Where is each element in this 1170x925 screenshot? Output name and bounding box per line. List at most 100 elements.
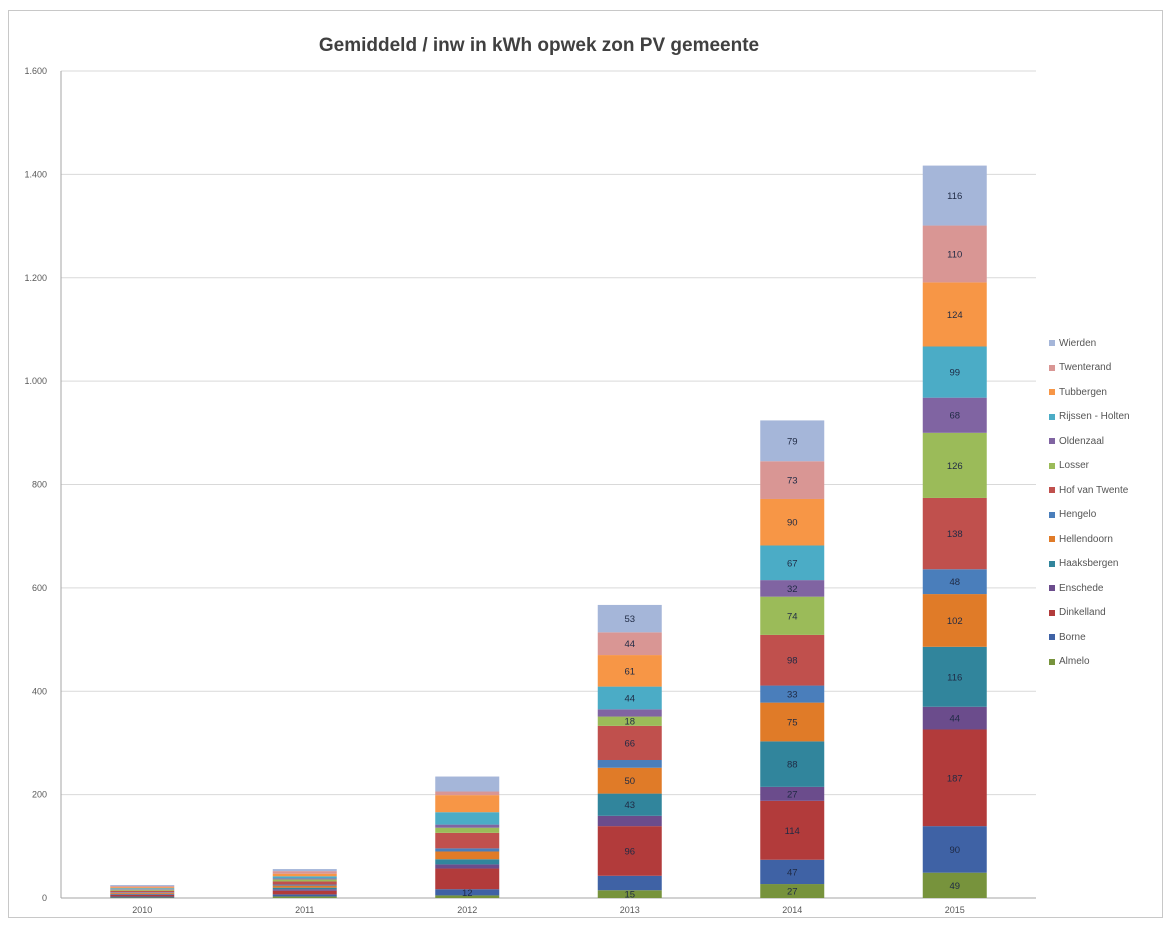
legend-swatch — [1049, 413, 1055, 420]
bar-segment — [110, 889, 175, 891]
bar-segment — [110, 896, 175, 898]
legend-label: Enschede — [1059, 582, 1104, 594]
data-label: 75 — [787, 718, 798, 729]
bar-segment — [922, 225, 987, 283]
bar-segment — [760, 702, 825, 742]
legend-item: Hof van Twente — [1049, 478, 1130, 503]
bar-segment — [110, 892, 175, 893]
bar-segment — [110, 888, 175, 890]
bar-segment — [597, 725, 662, 760]
bar-segment — [760, 685, 825, 703]
data-label: 50 — [624, 776, 635, 787]
bar-segment — [272, 894, 337, 897]
legend-swatch — [1049, 487, 1055, 494]
legend-swatch — [1049, 462, 1055, 469]
legend-swatch — [1049, 536, 1055, 543]
bar-segment — [435, 889, 500, 896]
data-label: 99 — [949, 368, 960, 379]
legend-swatch — [1049, 560, 1055, 567]
legend-label: Wierden — [1059, 337, 1097, 349]
legend-item: Almelo — [1049, 650, 1130, 675]
data-label: 43 — [624, 800, 635, 811]
bar-segment — [435, 864, 500, 869]
bar-segment — [922, 569, 987, 595]
y-tick-label: 800 — [32, 480, 47, 490]
data-label: 18 — [624, 717, 635, 728]
chart-title: Gemiddeld / inw in kWh opwek zon PV geme… — [319, 35, 759, 56]
data-label: 12 — [462, 888, 473, 899]
legend-label: Hengelo — [1059, 509, 1097, 521]
bar-segment — [110, 885, 175, 887]
bar-segment — [272, 876, 337, 879]
bar-segment — [922, 165, 987, 226]
bar-segment — [435, 868, 500, 890]
bar-segment — [597, 604, 662, 633]
data-label: 15 — [624, 890, 635, 901]
bar-segment — [760, 800, 825, 860]
data-label: 88 — [787, 760, 798, 771]
bar-segment — [110, 889, 175, 890]
legend-label: Borne — [1059, 631, 1086, 643]
bar-segment — [597, 890, 662, 898]
legend-swatch — [1049, 585, 1055, 592]
data-label: 48 — [949, 577, 960, 588]
bar-segment — [597, 826, 662, 876]
bar-segment — [760, 884, 825, 898]
data-label: 32 — [787, 584, 798, 595]
bar-segment — [760, 545, 825, 581]
legend-swatch — [1049, 511, 1055, 518]
bar-segment — [435, 832, 500, 849]
bar-segment — [597, 815, 662, 827]
data-label: 73 — [787, 476, 798, 487]
legend-label: Almelo — [1059, 656, 1090, 668]
bar-segment — [272, 889, 337, 891]
bar-segment — [760, 859, 825, 885]
data-label: 187 — [947, 773, 963, 784]
data-label: 90 — [949, 845, 960, 856]
bar-segment — [110, 892, 175, 894]
bar-segment — [110, 894, 175, 897]
bar-segment — [597, 709, 662, 717]
bar-segment — [435, 859, 500, 865]
legend-swatch — [1049, 389, 1055, 396]
bar-segment — [922, 646, 987, 707]
bar-segment — [110, 894, 175, 895]
y-tick-label: 200 — [32, 790, 47, 800]
x-tick-label: 2015 — [945, 905, 965, 915]
legend-item: Enschede — [1049, 576, 1130, 601]
legend-swatch — [1049, 340, 1055, 347]
bar-segment — [272, 871, 337, 874]
legend-item: Oldenzaal — [1049, 429, 1130, 454]
bar-segment — [760, 498, 825, 546]
y-tick-label: 1.400 — [24, 169, 47, 179]
legend-item: Borne — [1049, 625, 1130, 650]
data-label: 53 — [624, 614, 635, 625]
data-label: 98 — [787, 656, 798, 667]
bar-segment — [597, 632, 662, 656]
data-label: 138 — [947, 529, 963, 540]
bar-segment — [110, 887, 175, 889]
data-label: 44 — [624, 639, 635, 650]
bar-segment — [597, 759, 662, 768]
bar-segment — [110, 897, 175, 898]
bar-segment — [272, 878, 337, 880]
legend-label: Oldenzaal — [1059, 435, 1105, 447]
data-label: 49 — [949, 881, 960, 892]
bar-segment — [272, 890, 337, 895]
bar-segment — [922, 706, 987, 730]
data-label: 90 — [787, 518, 798, 529]
bar-segment — [272, 885, 337, 888]
bar-segment — [272, 881, 337, 885]
legend-item: Hengelo — [1049, 503, 1130, 528]
bar-segment — [597, 793, 662, 816]
bar-segment — [110, 893, 175, 895]
bar-segment — [922, 432, 987, 498]
data-label: 124 — [947, 310, 963, 321]
y-tick-label: 0 — [42, 893, 47, 903]
legend-item: Rijssen - Holten — [1049, 405, 1130, 430]
bar-segment — [272, 869, 337, 872]
data-label: 110 — [947, 249, 962, 260]
bar-segment — [110, 890, 175, 893]
bar-segment — [760, 634, 825, 686]
bar-segment — [435, 895, 500, 898]
